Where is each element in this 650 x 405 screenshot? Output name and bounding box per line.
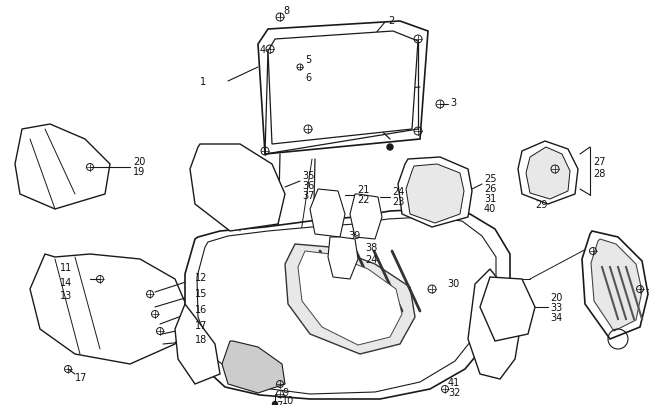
Text: 25: 25 <box>484 174 497 183</box>
Text: 10: 10 <box>282 395 294 405</box>
Polygon shape <box>468 269 520 379</box>
Text: 24: 24 <box>392 187 404 196</box>
Text: 15: 15 <box>195 288 207 298</box>
Text: 17: 17 <box>195 320 207 330</box>
Text: 8: 8 <box>283 6 289 16</box>
Text: 20: 20 <box>550 292 562 302</box>
Polygon shape <box>258 22 428 155</box>
Text: 4: 4 <box>260 45 266 55</box>
Polygon shape <box>190 145 285 231</box>
Text: 13: 13 <box>60 290 72 300</box>
Text: 23: 23 <box>392 196 404 207</box>
Text: 32: 32 <box>448 387 460 397</box>
Polygon shape <box>406 164 464 224</box>
Text: 24: 24 <box>365 254 378 264</box>
Polygon shape <box>175 304 220 384</box>
Polygon shape <box>298 252 402 345</box>
Text: 20: 20 <box>133 157 146 166</box>
Text: 11: 11 <box>60 262 72 272</box>
Polygon shape <box>285 244 415 354</box>
Text: 12: 12 <box>195 272 207 282</box>
Text: 39: 39 <box>348 230 360 241</box>
Text: 2: 2 <box>388 16 395 26</box>
Polygon shape <box>268 32 418 145</box>
Polygon shape <box>328 237 358 279</box>
Polygon shape <box>197 217 496 394</box>
Text: 35: 35 <box>302 171 315 181</box>
Text: 33: 33 <box>550 302 562 312</box>
Text: 5: 5 <box>305 55 311 65</box>
Polygon shape <box>526 148 570 200</box>
Text: 7: 7 <box>276 400 282 405</box>
Polygon shape <box>30 254 190 364</box>
Text: 37: 37 <box>302 190 315 200</box>
Text: 16: 16 <box>195 304 207 314</box>
Polygon shape <box>518 142 578 205</box>
Circle shape <box>387 145 393 151</box>
Polygon shape <box>582 231 648 339</box>
Polygon shape <box>222 341 285 393</box>
Text: 19: 19 <box>133 166 145 177</box>
Text: 1: 1 <box>200 77 206 87</box>
Text: 18: 18 <box>195 334 207 344</box>
Text: 6: 6 <box>305 73 311 83</box>
Circle shape <box>272 401 278 405</box>
Polygon shape <box>310 190 345 237</box>
Text: 30: 30 <box>447 278 460 288</box>
Polygon shape <box>185 209 510 399</box>
Polygon shape <box>15 125 110 209</box>
Text: 29: 29 <box>535 200 547 209</box>
Text: 9: 9 <box>282 387 288 397</box>
Polygon shape <box>398 158 472 228</box>
Polygon shape <box>591 239 642 331</box>
Text: 17: 17 <box>75 372 87 382</box>
Text: 14: 14 <box>60 277 72 287</box>
Text: 28: 28 <box>593 168 605 179</box>
Text: 38: 38 <box>365 243 377 252</box>
Text: 40: 40 <box>484 203 496 213</box>
Text: 36: 36 <box>302 181 314 190</box>
Text: 34: 34 <box>550 312 562 322</box>
Text: 21: 21 <box>357 185 369 194</box>
Polygon shape <box>350 194 382 239</box>
Text: 22: 22 <box>357 194 369 205</box>
Text: 41: 41 <box>448 377 460 387</box>
Text: 31: 31 <box>484 194 496 203</box>
Text: 26: 26 <box>484 183 497 194</box>
Polygon shape <box>480 277 535 341</box>
Text: 27: 27 <box>593 157 606 166</box>
Text: 3: 3 <box>450 98 456 108</box>
